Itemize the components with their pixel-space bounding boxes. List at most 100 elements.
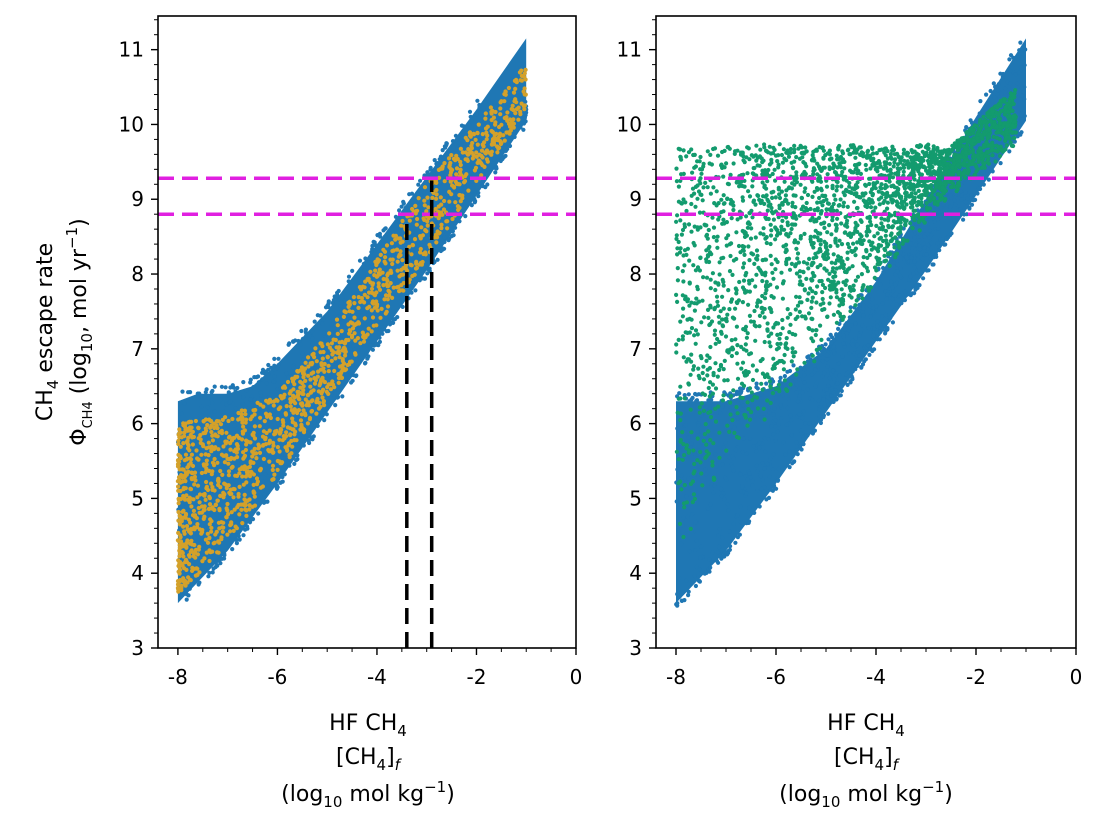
left-point (433, 184, 438, 189)
left-point (407, 192, 412, 197)
left-point (288, 404, 293, 409)
left-point (209, 525, 214, 531)
right-point (935, 226, 941, 231)
right-point (759, 381, 764, 386)
left-point (252, 494, 257, 499)
left-point (522, 71, 527, 76)
right-point (678, 319, 683, 324)
right-point (731, 468, 736, 473)
left-point (292, 461, 297, 466)
left-point (374, 323, 379, 328)
right-point (789, 433, 794, 438)
left-point (267, 397, 272, 402)
right-point (725, 502, 731, 507)
right-point (692, 191, 697, 196)
left-point (458, 159, 463, 164)
left-point (184, 524, 190, 529)
left-point (350, 333, 355, 339)
left-point (505, 118, 510, 123)
left-point (378, 315, 383, 320)
left-point (254, 451, 259, 456)
right-point (801, 442, 806, 447)
right-point (885, 244, 890, 249)
left-point (364, 350, 369, 355)
right-point (901, 147, 907, 152)
left-point (407, 218, 412, 223)
right-point (1023, 47, 1028, 52)
left-point (370, 247, 375, 252)
left-point (369, 286, 375, 291)
right-point (737, 184, 742, 189)
right-point (831, 368, 836, 374)
right-point (715, 336, 720, 342)
right-point (813, 228, 818, 233)
left-point (214, 419, 220, 424)
left-point (382, 234, 387, 239)
left-ytick-label: 9 (131, 187, 144, 211)
left-point (412, 237, 418, 242)
left-point (261, 492, 267, 497)
right-point (922, 234, 927, 239)
left-point (399, 223, 404, 228)
left-point (179, 549, 184, 554)
left-point (176, 509, 181, 515)
right-point (719, 486, 724, 492)
right-point (770, 195, 775, 200)
left-point (211, 421, 216, 426)
left-point (489, 142, 494, 147)
right-point (708, 502, 713, 507)
right-point (684, 494, 689, 499)
right-point (876, 242, 881, 248)
left-point (369, 308, 374, 313)
left-point (366, 277, 371, 282)
left-point (326, 363, 331, 368)
right-point (775, 341, 780, 347)
left-point (283, 399, 288, 404)
left-point (274, 397, 279, 402)
right-point (908, 274, 913, 279)
right-point (773, 438, 779, 443)
right-point (860, 362, 866, 367)
right-point (977, 111, 982, 116)
left-point (457, 219, 462, 224)
right-point (680, 430, 685, 435)
right-point (767, 410, 772, 415)
left-point (295, 394, 300, 399)
right-point (713, 287, 718, 293)
left-point (257, 450, 263, 455)
left-point (321, 399, 326, 404)
left-point (399, 267, 404, 272)
right-point (711, 477, 717, 482)
right-point (820, 359, 825, 364)
left-point (176, 518, 181, 523)
right-point (809, 277, 814, 282)
left-point (338, 372, 343, 377)
right-point (734, 405, 739, 410)
left-point (358, 299, 363, 305)
right-point (724, 448, 729, 453)
left-xtick-label: -4 (367, 665, 387, 689)
right-point (845, 256, 850, 261)
left-point (226, 390, 231, 395)
left-point (256, 442, 261, 447)
right-point (686, 392, 691, 397)
right-point (869, 285, 874, 290)
right-point (758, 474, 764, 479)
right-point (781, 440, 786, 445)
right-point (801, 260, 807, 265)
right-point (790, 375, 795, 380)
y-axis-label-line1: CH4 escape rate (33, 243, 62, 421)
right-point (782, 352, 787, 358)
right-point (727, 269, 733, 274)
right-point (991, 81, 996, 86)
right-point (732, 425, 737, 430)
left-point (475, 142, 480, 147)
right-point (789, 359, 794, 364)
right-point (728, 544, 733, 549)
right-point (818, 420, 824, 426)
right-point (839, 221, 844, 226)
left-point (176, 438, 181, 443)
right-point (952, 198, 957, 203)
left-point (201, 516, 206, 522)
left-point (450, 216, 455, 222)
